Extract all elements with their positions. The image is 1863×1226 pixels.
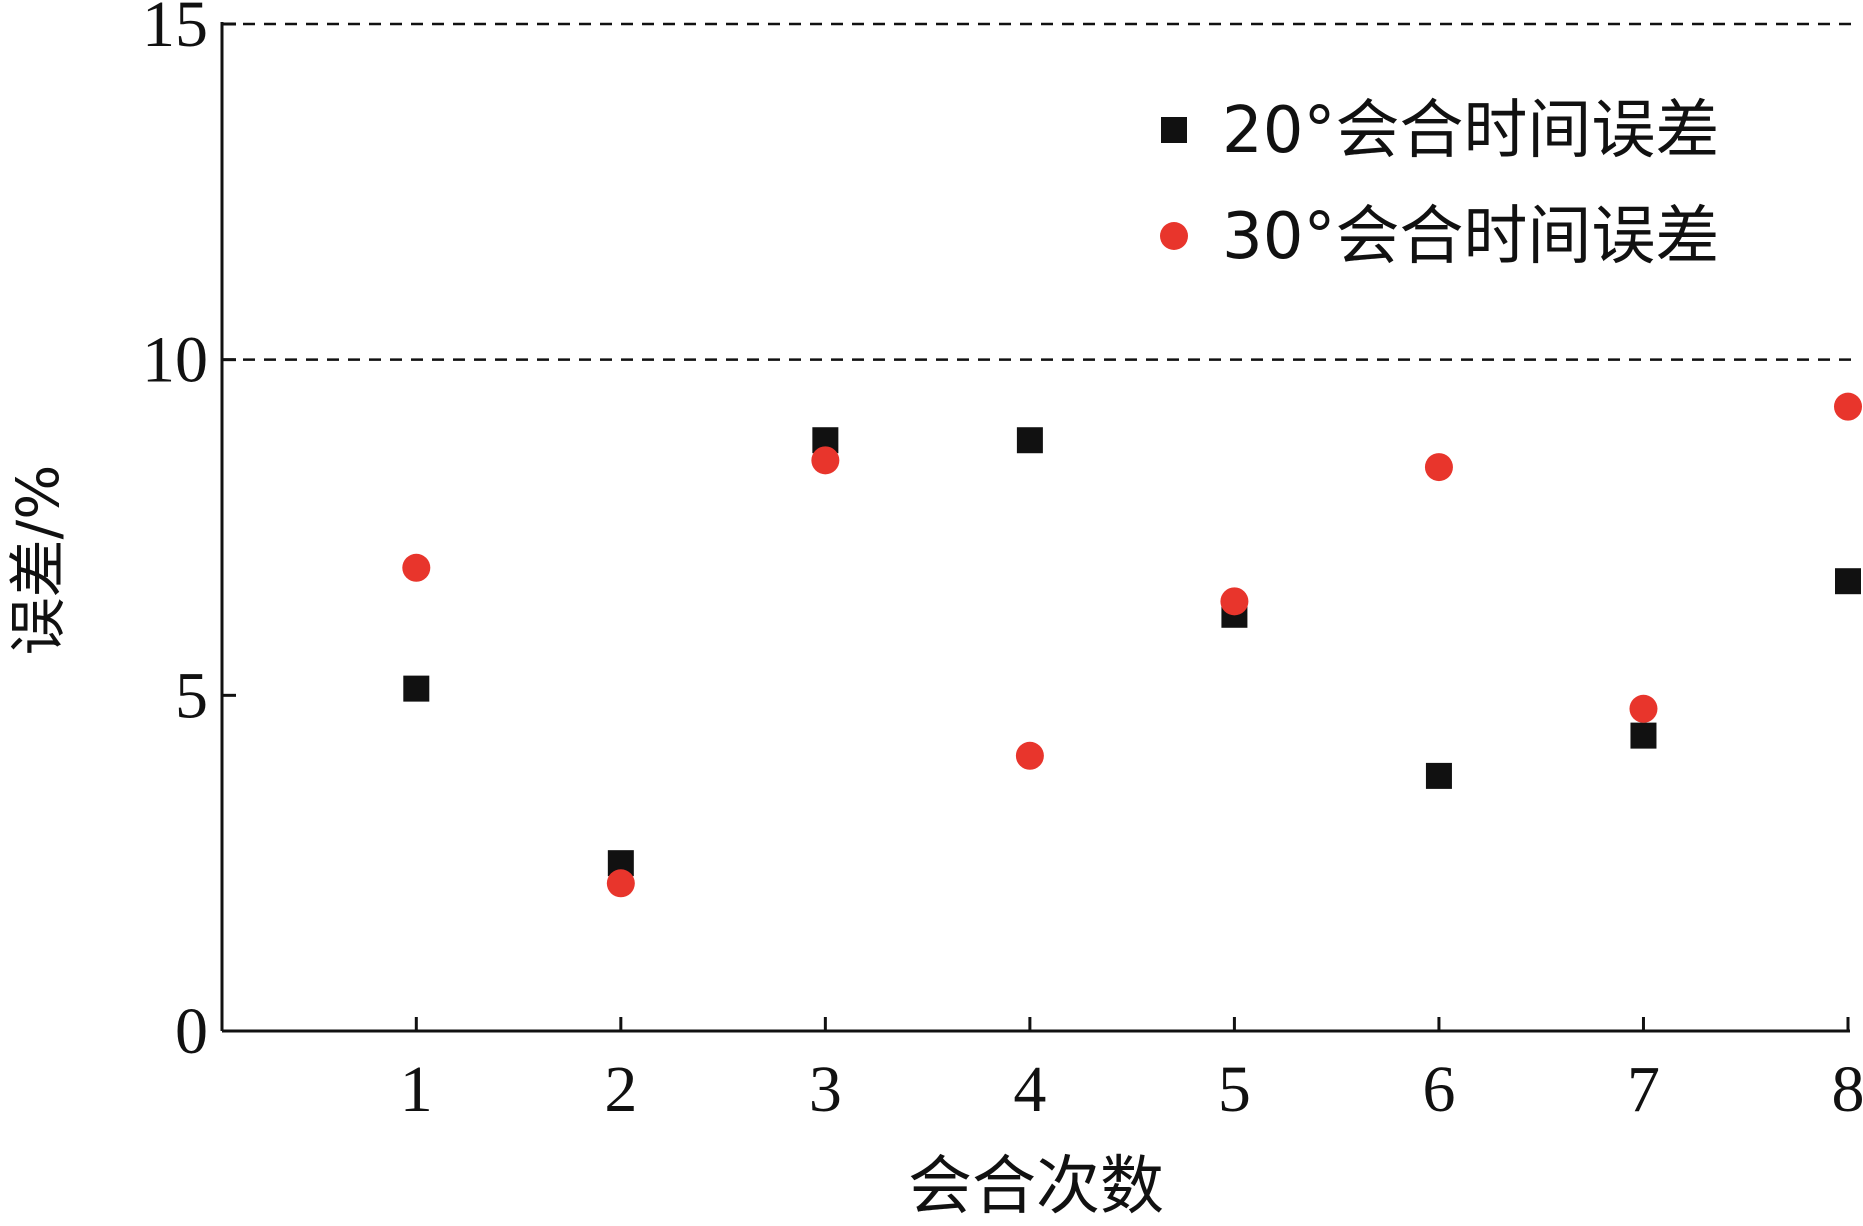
legend-circle-marker (1160, 222, 1188, 250)
x-tick-label: 8 (1832, 1053, 1863, 1126)
y-ticks: 0 5 10 15 (142, 0, 236, 1068)
series-30-point (811, 446, 840, 475)
x-tick-label: 1 (400, 1053, 433, 1126)
series-20-point (1016, 427, 1043, 454)
series-30-point (606, 869, 635, 898)
y-tick-label: 10 (142, 324, 208, 397)
series-20-point (1630, 722, 1657, 749)
series-20-point (403, 675, 430, 702)
reference-lines (222, 22, 1858, 361)
x-tick-label: 6 (1422, 1053, 1455, 1126)
x-axis-label: 会合次数 (908, 1150, 1164, 1224)
y-axis-label: 误差/% (4, 465, 72, 656)
axes (220, 22, 1850, 1033)
legend-square-marker (1161, 117, 1187, 143)
x-tick-label: 7 (1627, 1053, 1660, 1126)
series-20-point (1425, 762, 1452, 789)
series-30-point (1834, 392, 1862, 421)
data-points (402, 392, 1862, 898)
x-tick-label: 3 (809, 1053, 842, 1126)
x-ticks: 1 2 3 4 5 6 7 8 (400, 1017, 1863, 1126)
x-tick-label: 2 (604, 1053, 637, 1126)
series-30-point (1629, 694, 1658, 723)
series-30-point (402, 553, 431, 582)
series-30-point (1015, 741, 1044, 770)
y-tick-label: 15 (142, 0, 208, 61)
series-20-point (1835, 568, 1861, 595)
x-tick-label: 4 (1013, 1053, 1046, 1126)
y-tick-label: 0 (175, 995, 208, 1068)
legend: 20°会合时间误差 30°会合时间误差 (1160, 94, 1719, 274)
y-tick-label: 5 (175, 659, 208, 732)
series-30-point (1220, 587, 1249, 616)
series-30-point (1424, 453, 1453, 482)
legend-label: 20°会合时间误差 (1222, 94, 1719, 168)
legend-label: 30°会合时间误差 (1222, 200, 1719, 274)
x-tick-label: 5 (1218, 1053, 1251, 1126)
